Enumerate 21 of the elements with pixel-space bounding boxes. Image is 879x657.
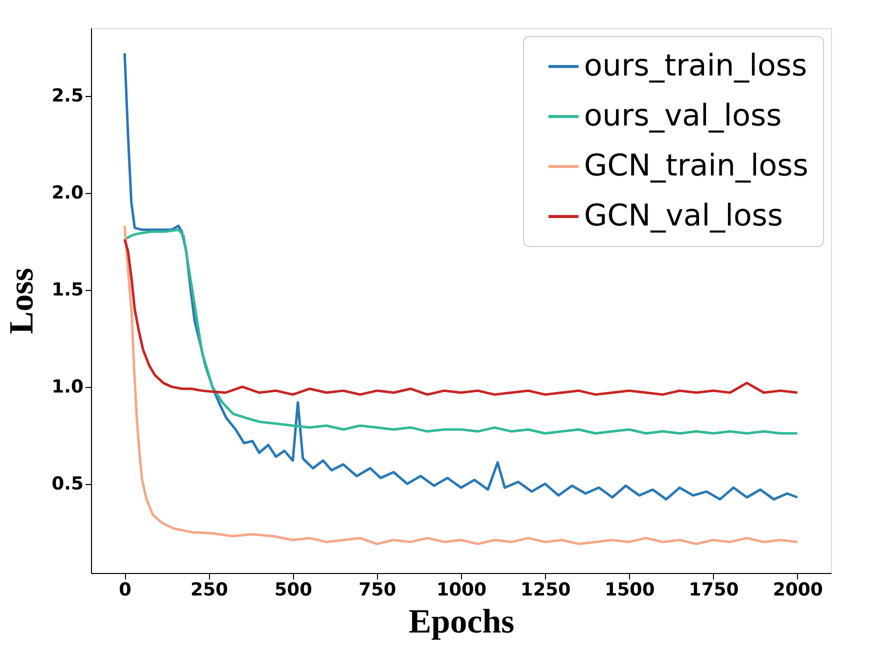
- legend-label: GCN_train_loss: [584, 148, 808, 184]
- legend-label: ours_val_loss: [584, 98, 782, 134]
- x-tick-label: 1250: [520, 580, 571, 600]
- x-tick-label: 1750: [688, 580, 739, 600]
- x-axis-title: Epochs: [408, 604, 514, 640]
- x-tick-label: 1000: [436, 580, 487, 600]
- y-tick-label: 2.5: [52, 85, 84, 106]
- x-tick-label: 250: [190, 580, 228, 600]
- legend-label: GCN_val_loss: [584, 198, 784, 234]
- y-tick-label: 2.0: [52, 182, 84, 204]
- legend-label: ours_train_loss: [584, 48, 808, 84]
- x-tick-label: 1500: [604, 580, 655, 600]
- x-tick-label: 750: [358, 580, 396, 600]
- y-tick-label: 0.5: [52, 473, 84, 494]
- x-tick-label: 0: [118, 580, 132, 600]
- line-series: [123, 238, 799, 396]
- y-axis-title: Loss: [4, 268, 41, 334]
- x-tick-label: 2000: [772, 580, 823, 600]
- y-tick-label: 1.0: [52, 376, 84, 398]
- y-tick-label: 1.5: [52, 279, 84, 300]
- x-tick-label: 500: [274, 580, 312, 600]
